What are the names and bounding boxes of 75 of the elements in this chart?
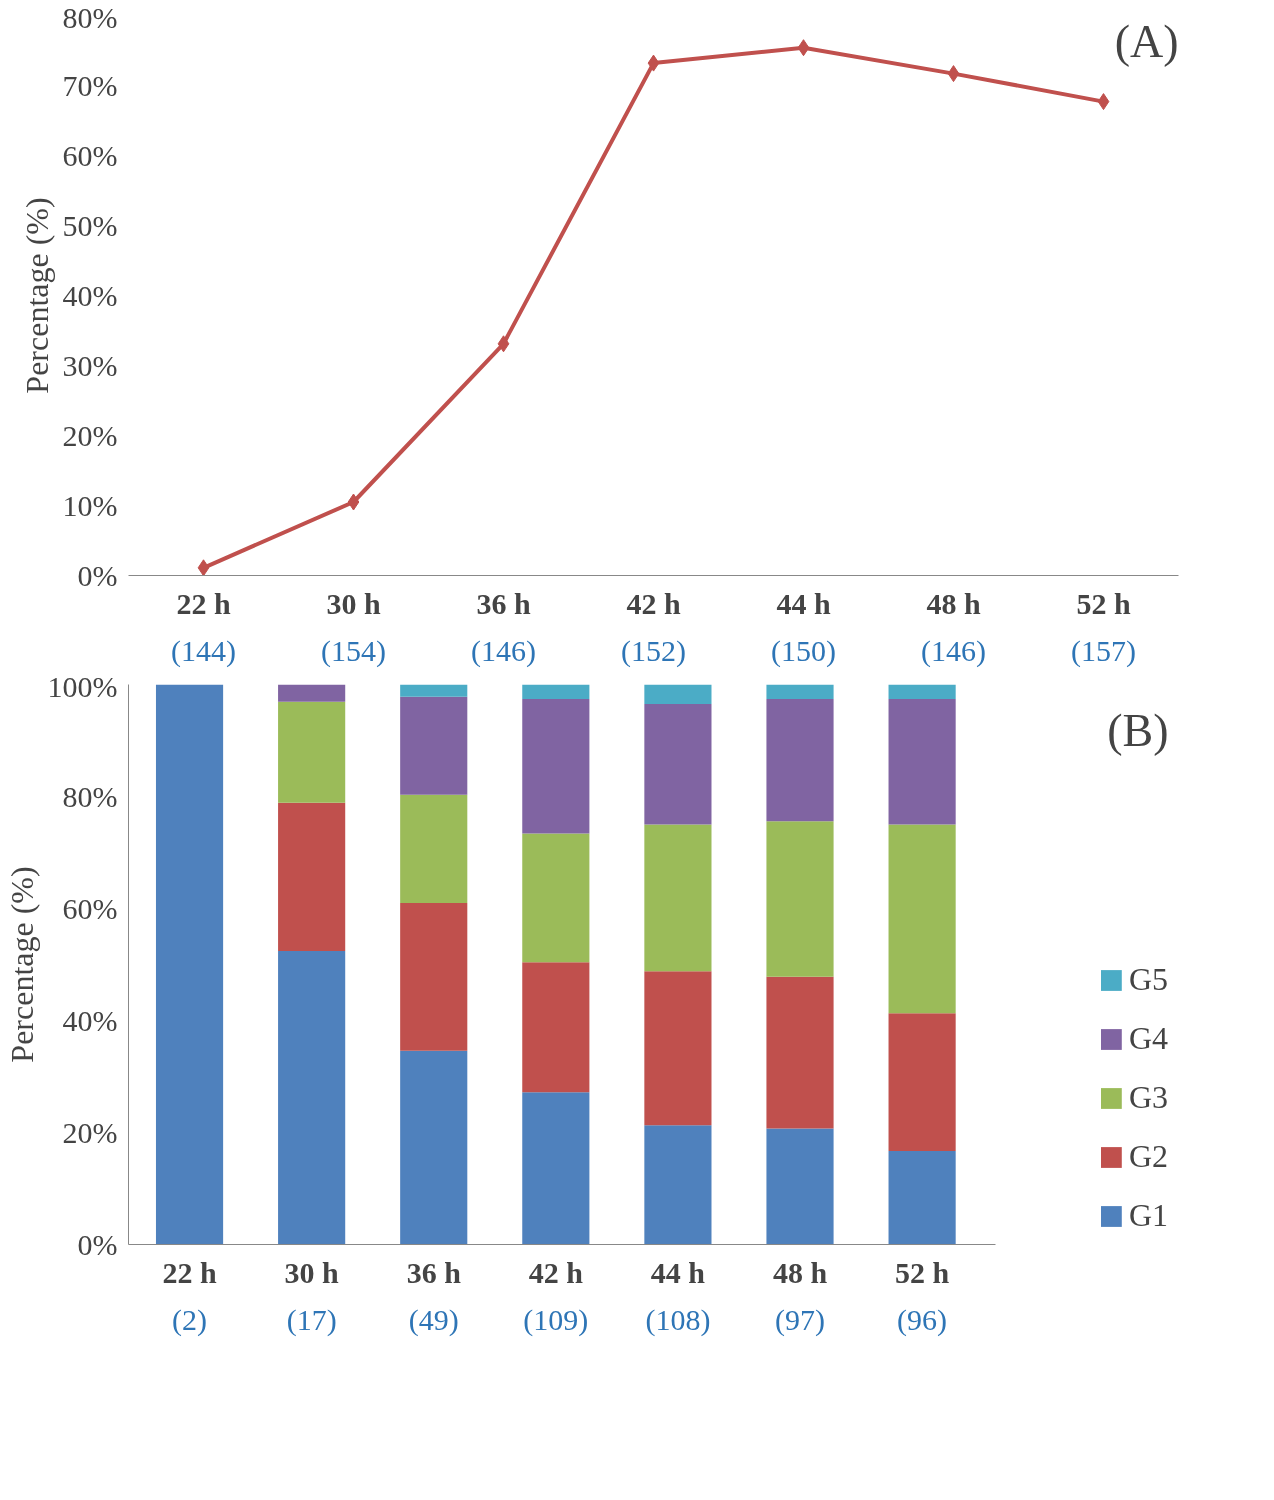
bar — [522, 962, 590, 1093]
bar — [644, 971, 712, 1126]
y-tick-label: 80% — [62, 780, 118, 813]
y-tick-label: 20% — [62, 419, 118, 452]
bar — [400, 794, 468, 903]
bar — [644, 704, 712, 825]
y-tick-label: 80% — [62, 0, 118, 34]
bar — [888, 684, 956, 700]
y-tick-label: 60% — [62, 139, 118, 172]
category-label: 48 h (97) — [772, 1255, 828, 1336]
y-tick-label: 40% — [62, 279, 118, 312]
legend-label: G3 — [1128, 1079, 1168, 1116]
bar — [278, 701, 346, 803]
bar — [400, 1050, 468, 1245]
category-label: 48 h (146) — [921, 586, 986, 667]
bar — [766, 1128, 834, 1245]
bar — [644, 1125, 712, 1245]
bar — [400, 684, 468, 697]
bar — [400, 696, 468, 795]
y-tick-label: 100% — [47, 669, 118, 703]
bar — [888, 1150, 956, 1245]
annotation: (A) — [1114, 15, 1179, 67]
category-label: 36 h (49) — [406, 1255, 461, 1336]
bar — [278, 951, 346, 1245]
y-axis-title: Percentage (%) — [18, 197, 55, 394]
y-tick-label: 30% — [62, 349, 118, 382]
y-tick-label: 50% — [62, 209, 118, 242]
category-label: 36 h (146) — [471, 586, 536, 667]
bar — [766, 699, 834, 822]
text: (B) — [1107, 704, 1169, 756]
category-label: 44 h (108) — [645, 1255, 711, 1336]
bar — [278, 802, 346, 952]
category-label: 52 h (96) — [895, 1255, 950, 1336]
bar — [522, 699, 590, 834]
y-tick-label: 20% — [62, 1116, 118, 1149]
y-tick-label: 10% — [62, 489, 118, 522]
point — [647, 54, 660, 72]
bar — [522, 1092, 590, 1245]
category-label: 44 h (150) — [771, 586, 836, 667]
category-label: 22 h (2) — [162, 1255, 217, 1336]
bar — [522, 684, 590, 700]
y-tick-label: 60% — [62, 892, 118, 925]
y-tick-label: 40% — [62, 1004, 118, 1037]
point — [1097, 93, 1110, 111]
point — [947, 65, 960, 83]
y-tick-label: 0% — [77, 1228, 118, 1261]
category-label: 52 h (157) — [1071, 586, 1136, 667]
bar — [400, 902, 468, 1051]
point — [197, 559, 210, 576]
legend-label: G4 — [1128, 1020, 1168, 1057]
bar — [888, 699, 956, 825]
category-label: 42 h (152) — [621, 586, 686, 667]
bar — [766, 976, 834, 1129]
point — [497, 335, 510, 353]
bar — [522, 833, 590, 963]
bar — [278, 684, 346, 702]
legend-label: G5 — [1128, 961, 1168, 998]
point — [347, 493, 360, 511]
category-label: 42 h (109) — [523, 1255, 589, 1336]
bar — [644, 684, 712, 705]
point — [797, 39, 810, 57]
bar — [644, 824, 712, 972]
category-label: 30 h (17) — [284, 1255, 339, 1336]
category-label: 30 h (154) — [321, 586, 386, 667]
bar — [155, 684, 224, 1245]
legend-label: G1 — [1128, 1197, 1168, 1234]
y-axis-title: Percentage (%) — [3, 866, 40, 1063]
bar — [766, 821, 834, 977]
bar — [888, 824, 956, 1014]
bar — [766, 684, 834, 700]
bar — [888, 1013, 956, 1151]
y-tick-label: 0% — [77, 559, 118, 592]
y-tick-label: 70% — [62, 69, 118, 102]
category-label: 22 h (144) — [171, 586, 236, 667]
legend-label: G2 — [1128, 1138, 1168, 1175]
